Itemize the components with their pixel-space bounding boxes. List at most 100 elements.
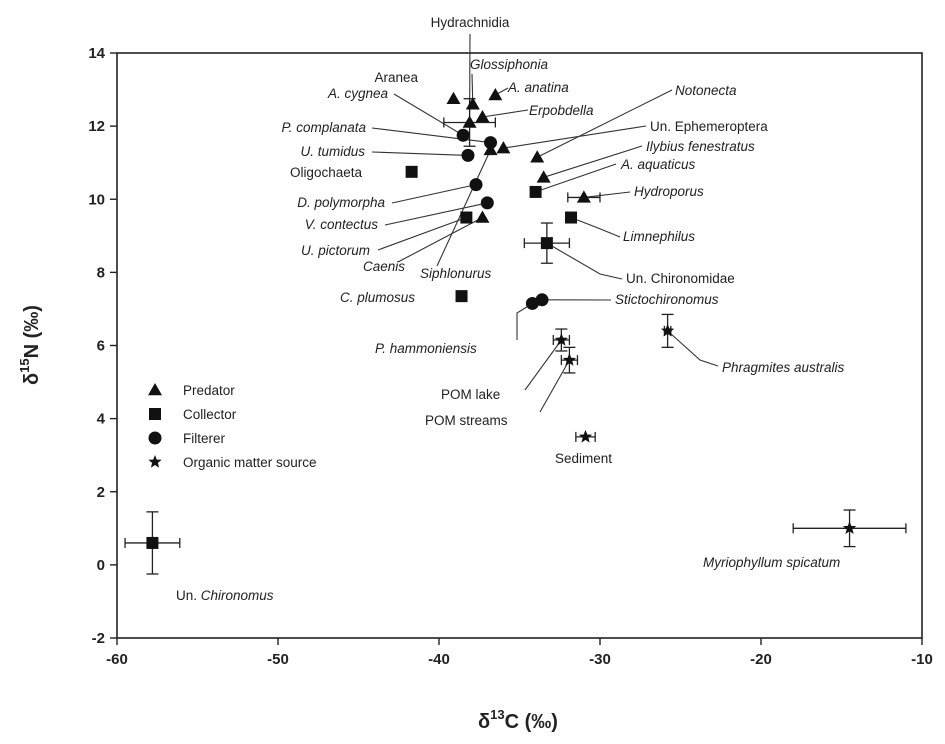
annotation-glossiphonia: Glossiphonia — [470, 57, 549, 72]
leader-d-polymorpha — [391, 184, 477, 204]
point-notonecta — [530, 150, 545, 163]
point-sediment — [578, 429, 593, 443]
point-u-tumidus — [461, 148, 475, 162]
legend-marker-predator — [148, 383, 162, 396]
point-pom-streams — [562, 353, 577, 366]
point-hydrachnidia — [462, 115, 477, 128]
annotation-aranea: Aranea — [374, 70, 418, 85]
annotation-part: Un. — [176, 588, 201, 603]
point-oligochaeta — [405, 165, 418, 178]
annotations: Hydrachnidia Aranea Glossiphonia A. cygnea A… — [176, 15, 845, 603]
point-hydroporus — [576, 190, 591, 203]
x-axis-title-base: δ — [478, 711, 490, 733]
point-aranea — [446, 91, 461, 104]
point-erpobdella — [475, 109, 490, 123]
leader-un-ephemeroptera — [503, 125, 647, 149]
annotation-p-hammoniensis: P. hammoniensis — [375, 341, 477, 356]
y-tick-label: 8 — [97, 264, 105, 281]
annotation-oligochaeta: Oligochaeta — [290, 165, 363, 180]
legend-label-filterer: Filterer — [183, 431, 226, 446]
annotation-myriophyllum-spicatum: Myriophyllum spicatum — [703, 555, 840, 570]
data-markers — [146, 88, 857, 549]
point-un-chironomidae — [540, 237, 553, 250]
point-myriophyllum-spicatum — [842, 521, 857, 534]
point-caenis — [475, 210, 490, 223]
point-a-aquaticus — [529, 185, 542, 198]
leader-phragmites-australis — [667, 330, 719, 367]
y-tick-label: 10 — [88, 191, 105, 208]
legend-marker-collector — [149, 408, 161, 420]
y-tick-label: 4 — [97, 411, 106, 428]
point-pom-lake — [554, 333, 568, 346]
annotation-sediment: Sediment — [555, 451, 612, 466]
x-tick-label: -10 — [911, 651, 933, 668]
y-axis-title: δ15N (‰) — [17, 305, 43, 385]
annotation-ilybius-fenestratus: Ilybius fenestratus — [646, 139, 755, 154]
legend-label-collector: Collector — [183, 407, 237, 422]
y-tick-label: 0 — [97, 557, 105, 574]
leader-siphlonurus — [436, 149, 491, 267]
leader-erpobdella — [482, 109, 529, 118]
leader-p-complanata — [371, 127, 491, 144]
x-tick-label: -50 — [267, 651, 289, 668]
leader-a-cygnea — [393, 93, 464, 136]
annotation-pom-streams: POM streams — [425, 413, 508, 428]
legend: Predator Collector Filterer Organic matter … — [148, 383, 317, 470]
point-glossiphonia — [465, 97, 480, 110]
x-tick-label: -30 — [589, 651, 611, 668]
annotation-d-polymorpha: D. polymorpha — [297, 195, 385, 210]
y-axis-title-rest: N (‰) — [21, 305, 43, 358]
y-tick-label: 2 — [97, 484, 105, 501]
annotation-a-cygnea: A. cygnea — [327, 86, 389, 101]
leader-a-aquaticus — [535, 163, 617, 193]
annotation-notonecta: Notonecta — [675, 83, 737, 98]
annotation-c-plumosus: C. plumosus — [340, 290, 415, 305]
x-axis-title-rest: C (‰) — [505, 711, 558, 733]
annotation-siphlonurus: Siphlonurus — [420, 266, 492, 281]
x-axis-title: δ13C (‰) — [478, 707, 558, 733]
annotation-un-chironomidae: Un. Chironomidae — [626, 271, 735, 286]
leader-notonecta — [536, 89, 673, 158]
y-axis-title-sup: 15 — [17, 358, 32, 372]
annotation-v-contectus: V. contectus — [305, 217, 379, 232]
leader-hydroporus — [583, 191, 631, 198]
annotation-pom-lake: POM lake — [441, 387, 500, 402]
y-tick-label: 12 — [88, 118, 105, 135]
leader-v-contectus — [384, 202, 488, 226]
annotation-un-ephemeroptera: Un. Ephemeroptera — [650, 119, 768, 134]
point-un-chironomus — [146, 536, 159, 549]
leader-u-pictorum — [377, 216, 467, 251]
annotation-u-pictorum: U. pictorum — [301, 243, 370, 258]
point-d-polymorpha — [469, 178, 483, 192]
annotation-p-complanata: P. complanata — [281, 120, 366, 135]
x-axis-title-sup: 13 — [490, 707, 504, 722]
annotation-un-chironomus: Un. Chironomus — [176, 588, 274, 603]
y-axis-title-base: δ — [21, 373, 43, 385]
leader-limnephilus — [570, 216, 621, 238]
point-siphlonurus — [483, 142, 498, 156]
point-p-complanata — [484, 136, 498, 150]
legend-label-organic-matter-source: Organic matter source — [183, 455, 317, 470]
annotation-u-tumidus: U. tumidus — [300, 144, 365, 159]
x-tick-label: -20 — [750, 651, 772, 668]
leader-pom-streams — [539, 359, 570, 413]
annotation-phragmites-australis: Phragmites australis — [722, 360, 845, 375]
x-tick-label: -60 — [106, 651, 128, 668]
y-tick-label: 14 — [88, 45, 105, 62]
point-a-anatina — [488, 88, 503, 101]
annotation-part-italic: Chironomus — [201, 588, 274, 603]
point-ilybius-fenestratus — [536, 170, 551, 183]
annotation-caenis: Caenis — [363, 259, 405, 274]
point-phragmites-australis — [661, 323, 675, 337]
y-tick-label: -2 — [92, 630, 105, 647]
point-c-plumosus — [455, 290, 468, 303]
legend-label-predator: Predator — [183, 383, 235, 398]
point-p-hammoniensis — [525, 296, 539, 310]
y-tick-label: 6 — [97, 338, 105, 355]
annotation-leaders — [371, 33, 719, 413]
leader-ilybius-fenestratus — [543, 145, 643, 178]
annotation-erpobdella: Erpobdella — [529, 103, 594, 118]
point-v-contectus — [480, 196, 494, 210]
